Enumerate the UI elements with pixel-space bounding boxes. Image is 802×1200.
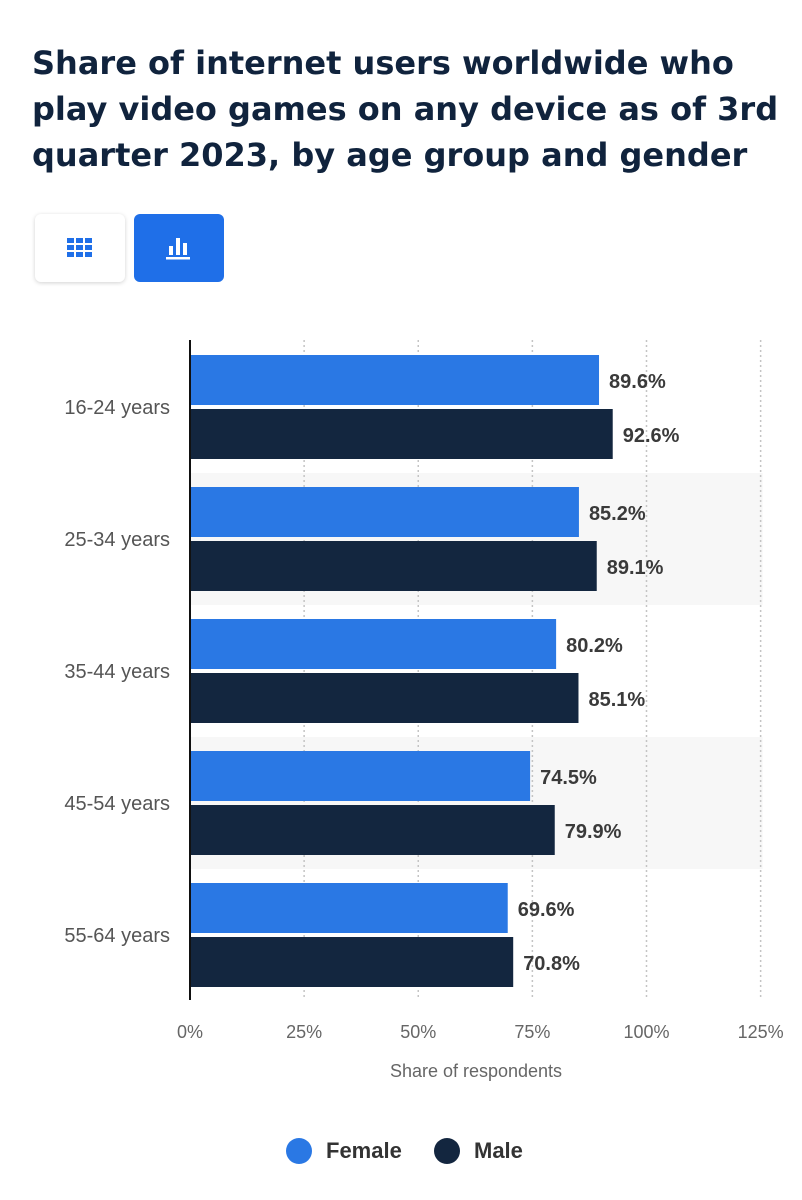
bar-male <box>190 673 579 723</box>
legend-marker-male <box>434 1138 460 1164</box>
category-label: 45-54 years <box>64 793 170 815</box>
bar-male <box>190 937 514 987</box>
x-tick-label: 50% <box>400 1022 436 1042</box>
data-label: 74.5% <box>540 767 597 789</box>
category-label: 35-44 years <box>64 661 170 683</box>
category-label: 25-34 years <box>64 529 170 551</box>
data-label: 89.6% <box>609 371 666 393</box>
category-label: 16-24 years <box>64 397 170 419</box>
chart-view-button[interactable] <box>134 214 224 282</box>
x-tick-label: 100% <box>623 1022 669 1042</box>
data-label: 79.9% <box>565 821 622 843</box>
data-label: 92.6% <box>623 425 680 447</box>
data-label: 80.2% <box>566 635 623 657</box>
bar-male <box>190 409 613 459</box>
legend-item-female[interactable]: Female <box>286 1136 402 1166</box>
bar-female <box>190 751 531 801</box>
bar-female <box>190 619 557 669</box>
bar-female <box>190 355 600 405</box>
data-label: 89.1% <box>607 557 664 579</box>
legend-item-male[interactable]: Male <box>434 1136 523 1166</box>
x-tick-label: 75% <box>514 1022 550 1042</box>
legend-marker-female <box>286 1138 312 1164</box>
bar-female <box>190 883 508 933</box>
chart-title: Share of internet users worldwide who pl… <box>32 44 779 174</box>
bar-chart-icon <box>166 238 190 260</box>
data-label: 85.2% <box>589 503 646 525</box>
data-label: 85.1% <box>588 689 645 711</box>
data-label: 69.6% <box>518 899 575 921</box>
category-label: 55-64 years <box>64 925 170 947</box>
x-tick-label: 25% <box>286 1022 322 1042</box>
grid-icon <box>67 238 92 257</box>
bar-male <box>190 805 555 855</box>
table-view-button[interactable] <box>35 214 125 282</box>
x-axis-title: Share of respondents <box>390 1061 562 1081</box>
bar-male <box>190 541 597 591</box>
bar-chart: 89.6% 92.6% 16-24 years 85.2% 89.1% 25-34 yea… <box>64 340 784 1081</box>
bar-female <box>190 487 579 537</box>
x-tick-label: 0% <box>177 1022 203 1042</box>
legend-label-male: Male <box>474 1138 523 1163</box>
data-label: 70.8% <box>523 953 580 975</box>
legend-label-female: Female <box>326 1138 402 1163</box>
x-tick-label: 125% <box>738 1022 784 1042</box>
